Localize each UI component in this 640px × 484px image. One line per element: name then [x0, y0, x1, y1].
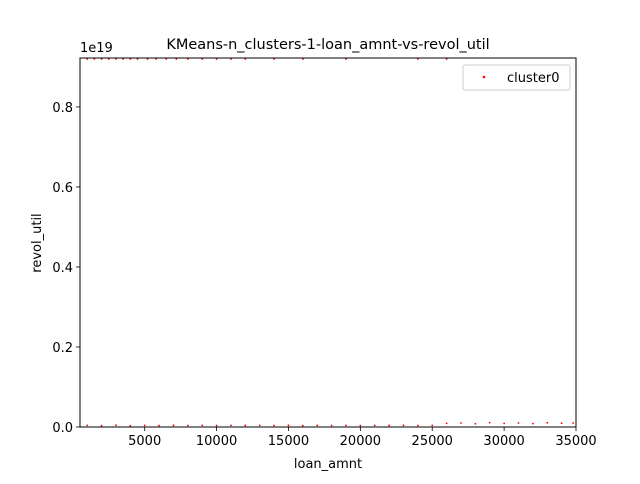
data-point-0-30: [201, 424, 204, 427]
data-point-0-15: [230, 58, 232, 60]
data-point-0-11: [175, 58, 178, 60]
x-tick-label: 15000: [268, 434, 309, 449]
data-point-0-42: [373, 424, 376, 427]
data-point-0-3: [107, 58, 110, 60]
data-point-0-8: [146, 58, 149, 60]
y-tick-label: 0.0: [52, 421, 73, 436]
y-axis-ticks: 0.0 0.2 0.4 0.6 0.8: [52, 101, 80, 436]
data-point-0-5: [122, 58, 125, 60]
y-tick-label: 0.4: [52, 261, 73, 276]
data-point-0-32: [230, 424, 232, 427]
data-point-0-24: [115, 424, 117, 427]
data-point-0-53: [531, 422, 534, 425]
data-point-0-55: [560, 422, 563, 425]
data-point-0-4: [115, 58, 117, 60]
data-point-0-33: [244, 424, 247, 427]
data-point-0-0: [86, 58, 89, 60]
data-point-0-14: [215, 58, 218, 60]
data-point-0-23: [100, 424, 103, 427]
data-point-0-34: [258, 424, 261, 427]
y-axis-offset-label: 1e19: [80, 41, 113, 56]
x-axis-label: loan_amnt: [294, 457, 362, 472]
x-tick-label: 20000: [340, 434, 381, 449]
data-point-0-18: [301, 58, 304, 60]
data-point-0-10: [165, 58, 168, 60]
data-point-0-36: [287, 424, 290, 427]
data-point-0-26: [143, 424, 146, 427]
x-tick-label: 10000: [196, 434, 237, 449]
data-point-0-9: [155, 58, 158, 60]
data-point-0-13: [201, 58, 204, 60]
data-point-0-49: [474, 422, 477, 425]
data-point-0-16: [244, 58, 247, 60]
data-point-0-38: [316, 424, 319, 427]
data-point-0-39: [330, 424, 333, 427]
data-point-0-48: [460, 422, 462, 424]
data-point-0-1: [93, 58, 96, 60]
data-point-0-6: [129, 58, 132, 60]
x-tick-label: 25000: [412, 434, 453, 449]
data-point-0-56: [572, 422, 575, 424]
y-tick-label: 0.2: [52, 341, 73, 356]
legend-marker-cluster0: [482, 75, 486, 79]
x-tick-label: 35000: [555, 434, 596, 449]
data-point-0-19: [345, 58, 347, 60]
data-point-0-54: [546, 421, 549, 424]
data-point-0-31: [215, 424, 218, 427]
data-point-0-51: [503, 422, 506, 425]
data-point-0-22: [86, 424, 89, 427]
chart-title: KMeans-n_clusters-1-loan_amnt-vs-revol_u…: [166, 37, 489, 53]
legend-box: [462, 64, 571, 91]
data-point-0-7: [136, 58, 139, 60]
legend-label-cluster0: cluster0: [507, 71, 559, 86]
data-point-0-20: [416, 58, 419, 60]
data-point-0-12: [186, 58, 189, 60]
data-point-0-44: [402, 424, 405, 427]
legend: cluster0: [462, 64, 571, 91]
data-point-0-37: [301, 424, 304, 427]
data-point-0-27: [158, 424, 160, 427]
data-point-0-41: [359, 424, 362, 427]
y-tick-label: 0.6: [52, 181, 73, 196]
data-point-0-35: [273, 424, 275, 427]
data-point-0-28: [172, 424, 175, 427]
data-point-0-2: [100, 58, 103, 60]
x-tick-label: 30000: [483, 434, 524, 449]
data-point-0-46: [431, 424, 434, 427]
data-point-0-45: [416, 424, 419, 427]
y-axis-label: revol_util: [30, 213, 45, 272]
data-point-0-47: [445, 422, 448, 425]
data-point-0-40: [345, 424, 347, 427]
data-point-0-29: [186, 424, 189, 427]
data-point-0-17: [273, 58, 275, 60]
data-point-0-21: [445, 58, 448, 60]
plot-frame: [79, 57, 577, 428]
data-point-0-52: [517, 422, 520, 424]
x-tick-label: 5000: [128, 434, 161, 449]
data-points: [86, 58, 575, 427]
y-tick-label: 0.8: [52, 101, 73, 116]
x-axis-ticks: 5000 10000 15000 20000 25000 30000 35000: [128, 427, 597, 449]
data-point-0-43: [388, 424, 390, 427]
data-point-0-50: [488, 421, 491, 424]
data-point-0-25: [129, 424, 132, 427]
